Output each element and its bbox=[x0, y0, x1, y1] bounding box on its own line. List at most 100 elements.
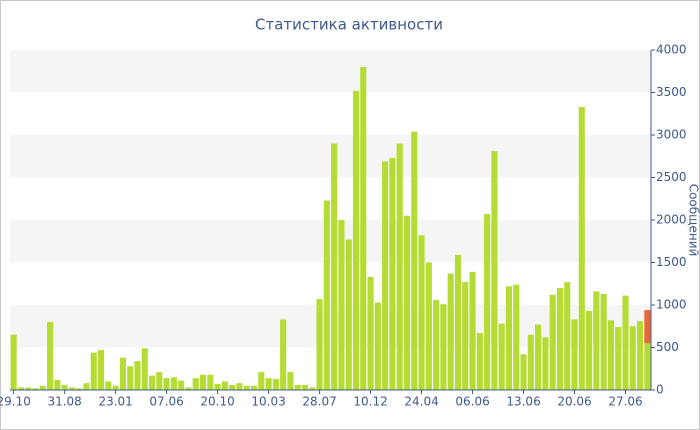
x-tick-label: 10.12 bbox=[353, 395, 387, 409]
bar bbox=[476, 333, 483, 390]
bar bbox=[236, 383, 243, 390]
bar bbox=[76, 388, 83, 390]
bar bbox=[97, 350, 105, 390]
grid-band bbox=[10, 220, 651, 263]
bar bbox=[105, 381, 112, 390]
bar bbox=[549, 294, 556, 390]
bar bbox=[214, 384, 221, 390]
x-tick-label: 24.04 bbox=[404, 395, 438, 409]
y-tick-label: 1500 bbox=[656, 255, 687, 269]
bar bbox=[491, 151, 498, 390]
bar bbox=[571, 319, 578, 390]
y-tick-label: 1000 bbox=[656, 298, 687, 312]
bar bbox=[68, 387, 75, 390]
x-tick-label: 23.01 bbox=[98, 395, 132, 409]
bar bbox=[484, 214, 491, 390]
y-tick-label: 4000 bbox=[656, 43, 687, 57]
bar bbox=[607, 320, 614, 390]
bar bbox=[382, 161, 389, 390]
bar bbox=[454, 254, 462, 390]
bar bbox=[229, 384, 236, 390]
bar bbox=[287, 372, 294, 390]
bar bbox=[629, 326, 636, 390]
bar bbox=[192, 378, 199, 390]
bar bbox=[185, 387, 192, 390]
bar bbox=[418, 235, 425, 390]
y-tick-label: 2000 bbox=[656, 213, 687, 227]
bar bbox=[622, 295, 629, 390]
bar bbox=[433, 299, 440, 390]
bar bbox=[148, 375, 156, 390]
bar bbox=[90, 352, 97, 390]
bar bbox=[316, 299, 323, 390]
x-tick-label: 31.08 bbox=[47, 395, 81, 409]
y-axis-title: Сообщений bbox=[687, 184, 700, 257]
bar bbox=[309, 387, 316, 390]
x-tick-label: 29.10 bbox=[0, 395, 31, 409]
bar bbox=[586, 310, 593, 390]
x-tick-label: 13.06 bbox=[506, 395, 540, 409]
bar bbox=[352, 90, 360, 391]
bar bbox=[258, 372, 265, 390]
bar bbox=[600, 293, 607, 390]
bar bbox=[345, 239, 352, 390]
x-tick-label: 07.06 bbox=[149, 395, 183, 409]
bar bbox=[615, 327, 622, 390]
bar bbox=[32, 388, 39, 390]
bar bbox=[323, 200, 330, 390]
bar bbox=[637, 321, 644, 390]
bar bbox=[265, 378, 272, 390]
x-tick-label: 20.10 bbox=[200, 395, 234, 409]
bar bbox=[163, 378, 170, 390]
bar bbox=[17, 387, 24, 390]
bar bbox=[331, 143, 338, 390]
bar bbox=[462, 282, 469, 390]
bar bbox=[447, 273, 454, 390]
bar bbox=[425, 262, 432, 390]
bar bbox=[127, 366, 134, 390]
bar bbox=[520, 354, 527, 390]
bar bbox=[243, 385, 250, 390]
bar bbox=[54, 379, 61, 390]
x-tick-label: 10.03 bbox=[251, 395, 285, 409]
bar bbox=[25, 387, 32, 390]
bar bbox=[403, 215, 411, 390]
x-tick-label: 20.06 bbox=[557, 395, 591, 409]
bar bbox=[10, 334, 17, 390]
bar bbox=[178, 380, 185, 390]
bar bbox=[83, 383, 90, 390]
bar bbox=[556, 288, 564, 390]
bar bbox=[207, 374, 214, 390]
bar bbox=[39, 385, 46, 390]
bar bbox=[578, 106, 585, 390]
y-tick-label: 2500 bbox=[656, 170, 687, 184]
bar bbox=[141, 348, 148, 390]
bar bbox=[301, 384, 309, 390]
plot-background bbox=[10, 50, 651, 348]
bar bbox=[360, 67, 367, 390]
bar bbox=[199, 374, 207, 390]
y-tick-label: 3000 bbox=[656, 128, 687, 142]
bar bbox=[272, 378, 279, 390]
bar bbox=[338, 220, 345, 390]
bar bbox=[411, 131, 418, 390]
y-tick-label: 0 bbox=[656, 383, 664, 397]
bar bbox=[498, 323, 505, 390]
bar bbox=[593, 291, 600, 390]
bar bbox=[542, 337, 549, 390]
bar bbox=[527, 334, 534, 390]
bar bbox=[513, 284, 520, 390]
bar bbox=[367, 276, 374, 390]
y-tick-label: 3500 bbox=[656, 85, 687, 99]
bar bbox=[47, 322, 54, 390]
bar bbox=[505, 286, 513, 390]
bar bbox=[396, 143, 403, 390]
bar bbox=[564, 282, 571, 390]
bar bbox=[644, 343, 651, 390]
grid-band bbox=[10, 135, 651, 178]
bar bbox=[221, 381, 228, 390]
bar bbox=[374, 302, 381, 390]
x-tick-label: 06.06 bbox=[455, 395, 489, 409]
bar bbox=[535, 324, 542, 390]
